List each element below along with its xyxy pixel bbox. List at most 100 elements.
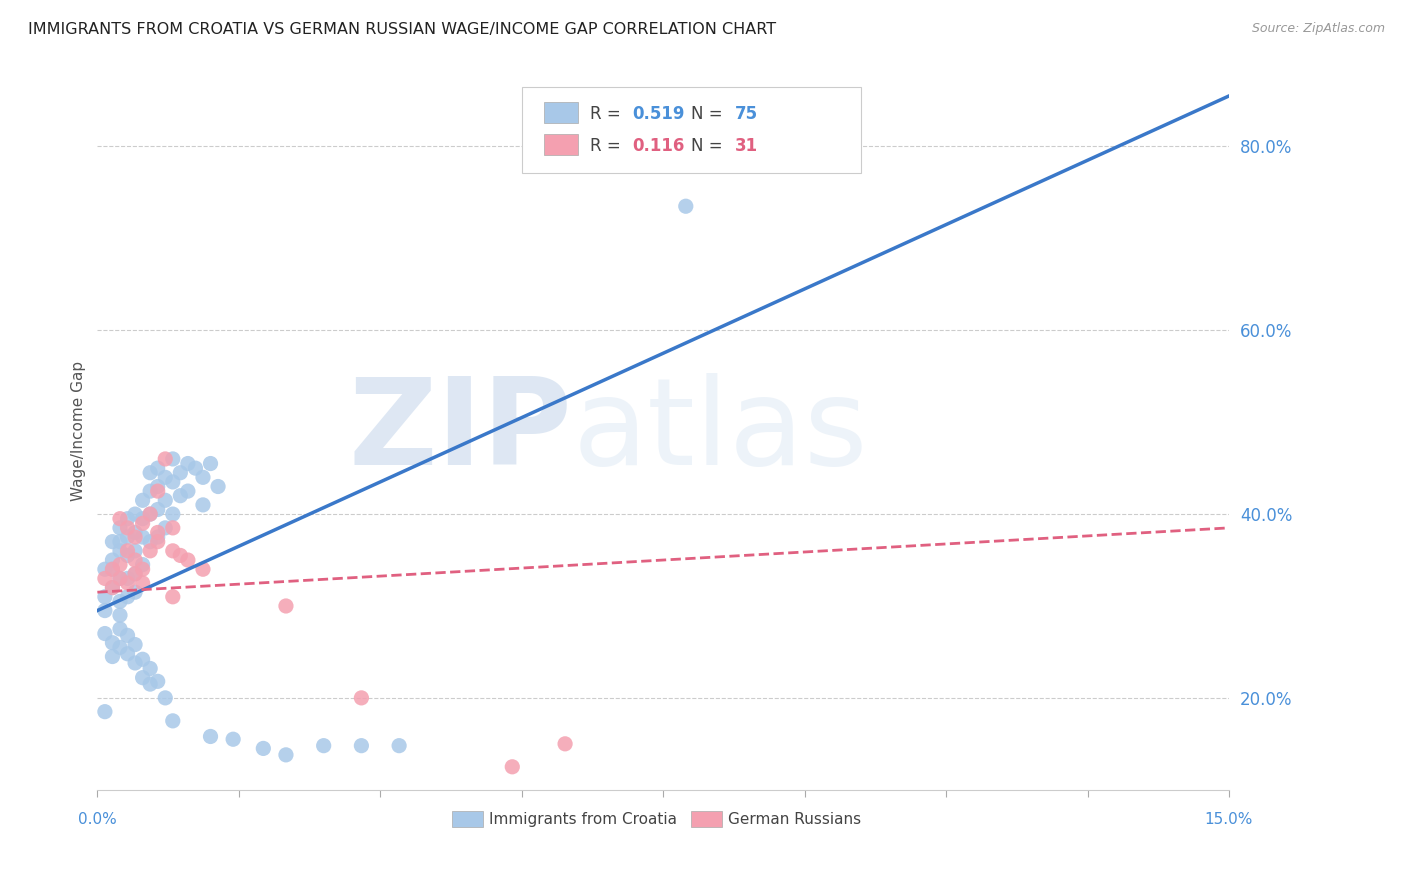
Point (155, 493, 177, 508)
Point (155, 521, 177, 535)
Point (124, 544, 146, 558)
Point (117, 511, 139, 525)
Point (131, 511, 153, 525)
Point (108, 521, 131, 535)
Point (131, 562, 153, 576)
Point (117, 521, 139, 535)
Point (162, 714, 184, 728)
Point (124, 638, 146, 652)
Point (117, 628, 139, 642)
Point (124, 507, 146, 521)
Point (108, 558, 131, 572)
Point (124, 530, 146, 544)
Text: R =: R = (589, 137, 626, 155)
Point (222, 732, 245, 747)
FancyBboxPatch shape (544, 134, 578, 155)
Text: 31: 31 (734, 137, 758, 155)
Point (169, 549, 191, 563)
Point (94, 705, 117, 719)
Point (94, 571, 117, 585)
Point (108, 640, 131, 655)
Point (124, 525, 146, 540)
Text: 75: 75 (734, 105, 758, 123)
Point (117, 544, 139, 558)
Point (101, 534, 124, 549)
Point (162, 544, 184, 558)
Point (124, 585, 146, 599)
Point (139, 677, 162, 691)
Point (124, 553, 146, 567)
Point (139, 507, 162, 521)
FancyBboxPatch shape (522, 87, 862, 173)
Point (162, 507, 184, 521)
Point (191, 498, 214, 512)
Text: 15.0%: 15.0% (1205, 812, 1253, 827)
Point (169, 489, 191, 503)
Point (94, 604, 117, 618)
Text: Source: ZipAtlas.com: Source: ZipAtlas.com (1251, 22, 1385, 36)
Point (388, 739, 411, 753)
Point (274, 599, 297, 613)
Point (177, 553, 200, 567)
Point (94, 590, 117, 604)
Point (177, 457, 200, 471)
Point (554, 737, 576, 751)
Point (131, 671, 153, 685)
Point (101, 581, 124, 595)
Point (675, 199, 697, 213)
Point (146, 502, 169, 516)
Point (117, 647, 139, 661)
Text: 0.0%: 0.0% (77, 812, 117, 827)
Point (162, 590, 184, 604)
Text: Immigrants from Croatia: Immigrants from Croatia (489, 812, 676, 827)
Point (162, 521, 184, 535)
Point (139, 661, 162, 675)
Point (108, 534, 131, 549)
Point (117, 571, 139, 585)
Text: atlas: atlas (572, 373, 869, 490)
Point (117, 530, 139, 544)
Point (350, 739, 373, 753)
Point (191, 470, 214, 484)
Point (101, 581, 124, 595)
Point (117, 590, 139, 604)
Point (312, 739, 335, 753)
Point (200, 457, 222, 471)
Text: German Russians: German Russians (728, 812, 860, 827)
Point (131, 530, 153, 544)
Point (131, 493, 153, 508)
Point (191, 562, 214, 576)
Point (146, 479, 169, 493)
Point (139, 534, 162, 549)
Point (252, 741, 274, 756)
Point (200, 730, 222, 744)
Y-axis label: Wage/Income Gap: Wage/Income Gap (72, 361, 86, 501)
Point (146, 461, 169, 475)
Point (131, 516, 153, 531)
Point (131, 576, 153, 591)
Text: IMMIGRANTS FROM CROATIA VS GERMAN RUSSIAN WAGE/INCOME GAP CORRELATION CHART: IMMIGRANTS FROM CROATIA VS GERMAN RUSSIA… (28, 22, 776, 37)
Point (101, 636, 124, 650)
Point (139, 466, 162, 480)
Point (101, 562, 124, 576)
Point (108, 571, 131, 585)
Point (169, 466, 191, 480)
Point (146, 525, 169, 540)
Point (350, 690, 373, 705)
Text: N =: N = (692, 105, 728, 123)
Point (94, 562, 117, 576)
Point (108, 544, 131, 558)
Point (101, 553, 124, 567)
Point (108, 622, 131, 636)
Point (274, 747, 297, 762)
Point (139, 484, 162, 499)
Point (146, 534, 169, 549)
Text: N =: N = (692, 137, 728, 155)
Point (101, 562, 124, 576)
Point (108, 571, 131, 585)
Point (155, 470, 177, 484)
Point (146, 530, 169, 544)
Point (108, 608, 131, 623)
Point (117, 576, 139, 591)
Point (94, 626, 117, 640)
